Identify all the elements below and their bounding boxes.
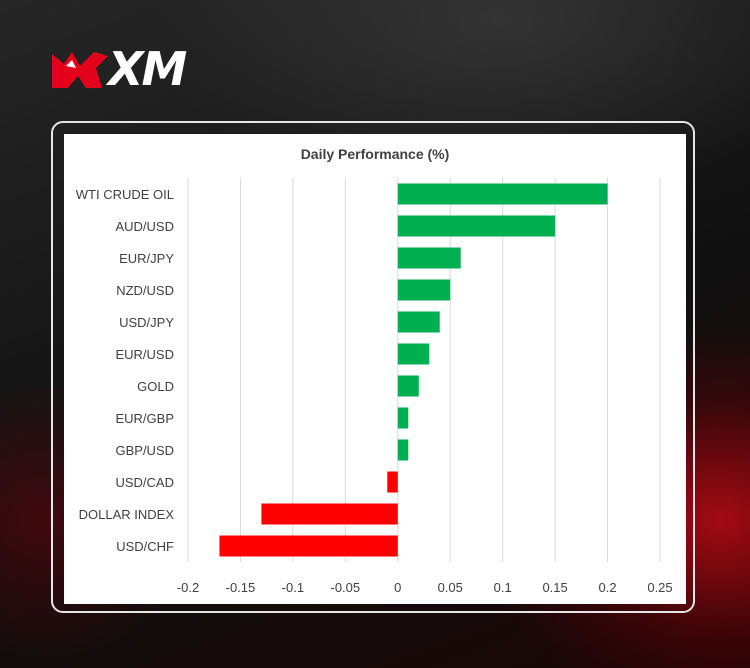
bar <box>397 407 409 429</box>
bar <box>261 503 398 525</box>
category-label: USD/CHF <box>116 539 174 554</box>
bar <box>397 279 451 301</box>
bar <box>387 471 398 493</box>
chart-title: Daily Performance (%) <box>301 146 450 162</box>
category-label: GBP/USD <box>115 443 174 458</box>
bar <box>397 375 419 397</box>
bar <box>397 247 461 269</box>
x-tick-label: 0 <box>394 580 401 595</box>
category-label: EUR/JPY <box>119 251 174 266</box>
bull-icon <box>52 52 108 88</box>
bar <box>219 535 398 557</box>
category-label: GOLD <box>137 379 174 394</box>
x-tick-label: 0.15 <box>542 580 567 595</box>
x-tick-label: 0.1 <box>494 580 512 595</box>
category-label: USD/CAD <box>115 475 174 490</box>
bar-chart: -0.2 -0.15 -0.1 -0.05 0 0.05 0.1 0.15 0.2 0.25 WTI… <box>76 146 673 595</box>
category-label: WTI CRUDE OIL <box>76 187 174 202</box>
category-label: NZD/USD <box>116 283 174 298</box>
category-label: AUD/USD <box>115 219 174 234</box>
bar <box>397 183 608 205</box>
x-tick-label: 0.05 <box>438 580 463 595</box>
bar <box>397 439 409 461</box>
x-tick-label: -0.05 <box>331 580 361 595</box>
x-tick-label: -0.15 <box>226 580 256 595</box>
chart-area: -0.2 -0.15 -0.1 -0.05 0 0.05 0.1 0.15 0.2 0.25 WTI… <box>64 134 686 604</box>
chart-frame <box>51 121 695 613</box>
x-tick-label: -0.1 <box>282 580 304 595</box>
category-label: EUR/GBP <box>115 411 174 426</box>
category-label: EUR/USD <box>115 347 174 362</box>
brand-wordmark: XM <box>108 42 187 96</box>
bar <box>397 311 440 333</box>
category-label: USD/JPY <box>119 315 174 330</box>
xm-logo: XM <box>50 42 210 96</box>
category-label: DOLLAR INDEX <box>79 507 175 522</box>
bar <box>397 343 430 365</box>
x-tick-label: 0.25 <box>647 580 672 595</box>
x-tick-label: -0.2 <box>177 580 199 595</box>
bar <box>397 215 556 237</box>
x-tick-label: 0.2 <box>599 580 617 595</box>
